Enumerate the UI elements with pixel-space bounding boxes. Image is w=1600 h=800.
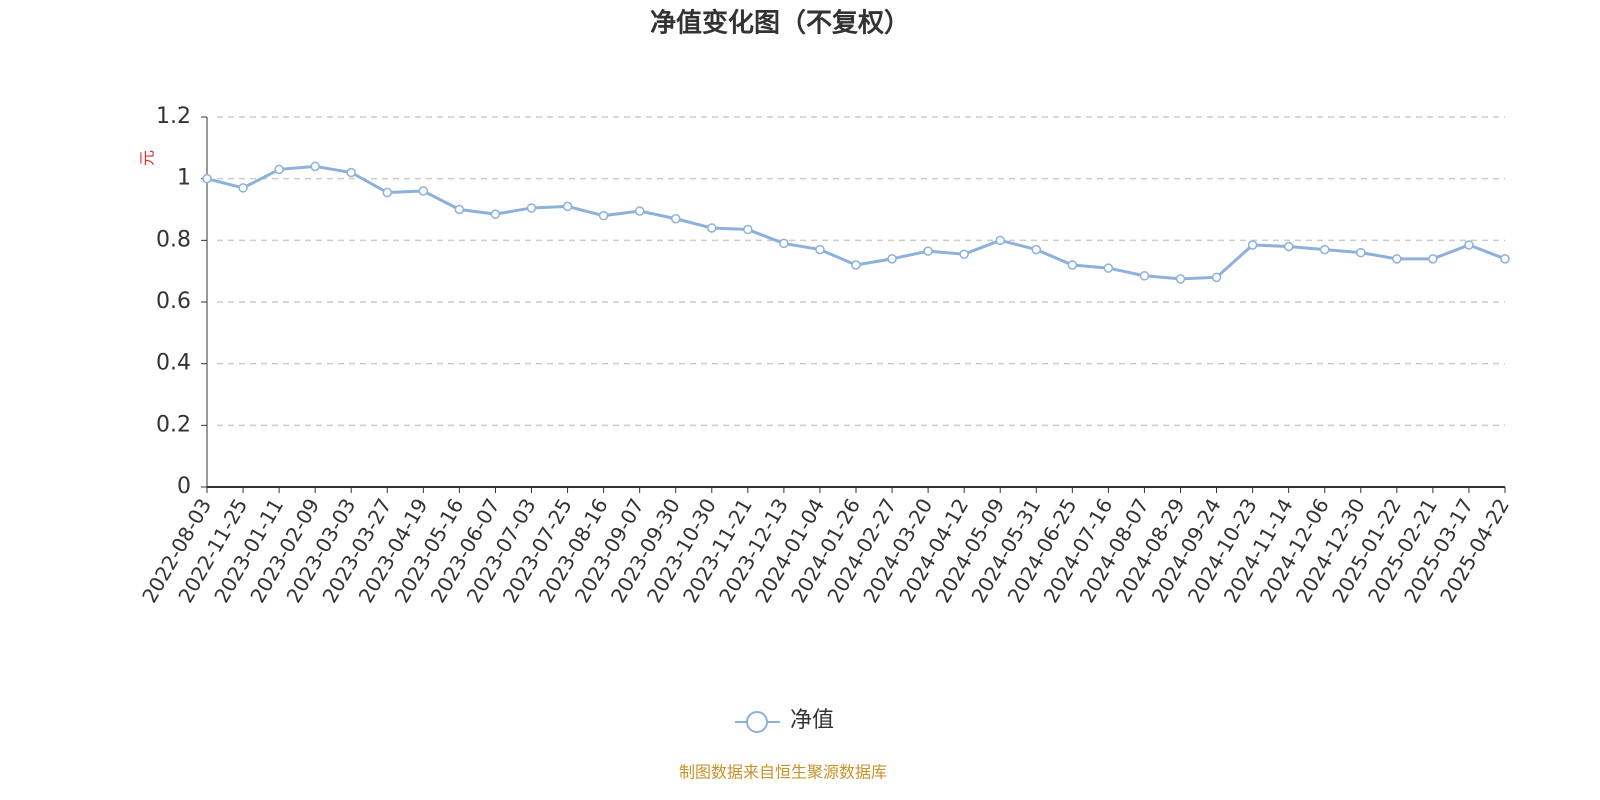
data-point [887, 254, 897, 264]
data-point [382, 187, 393, 198]
data-point [1356, 247, 1366, 258]
data-point [238, 183, 248, 193]
source-note: 制图数据来自恒生聚源数据库 [679, 763, 887, 782]
y-tick-label: 1.2 [156, 104, 191, 129]
data-point [274, 164, 284, 175]
data-point [490, 209, 501, 219]
y-tick-label: 0.8 [156, 227, 191, 252]
data-point [598, 210, 609, 221]
data-point [310, 161, 320, 172]
data-point [1500, 254, 1510, 264]
y-tick-label: 0.2 [156, 412, 191, 437]
data-point [1175, 274, 1186, 284]
data-point [1031, 244, 1042, 255]
data-point [959, 249, 969, 259]
data-point [923, 246, 933, 256]
data-point [454, 204, 465, 215]
data-point [743, 224, 753, 235]
data-point [562, 201, 573, 212]
data-point [779, 238, 789, 249]
data-point [1067, 260, 1078, 270]
y-axis-label: 元 [138, 150, 157, 166]
data-point [707, 223, 717, 233]
data-point [670, 214, 681, 224]
data-point [1247, 240, 1258, 250]
data-point [418, 186, 429, 196]
y-tick-label: 0.4 [156, 351, 191, 376]
data-point [1283, 241, 1294, 252]
data-point [1139, 271, 1150, 281]
data-point [1103, 263, 1114, 273]
data-point [1392, 254, 1402, 264]
data-point [1211, 272, 1222, 283]
y-tick-label: 0.6 [156, 289, 191, 314]
data-point [1464, 240, 1474, 250]
data-point [1428, 254, 1438, 264]
data-point [202, 173, 212, 184]
data-point [851, 260, 861, 270]
legend-marker [746, 711, 768, 733]
y-tick-label: 1 [177, 166, 191, 191]
data-point [634, 206, 645, 216]
data-point [815, 244, 825, 255]
data-point [1319, 244, 1330, 255]
legend-label[interactable]: 净值 [790, 708, 834, 733]
chart-title: 净值变化图（不复权） [650, 8, 910, 39]
y-tick-label: 0 [177, 474, 191, 499]
data-point [526, 203, 537, 213]
data-point [995, 235, 1005, 246]
data-point [346, 167, 356, 178]
